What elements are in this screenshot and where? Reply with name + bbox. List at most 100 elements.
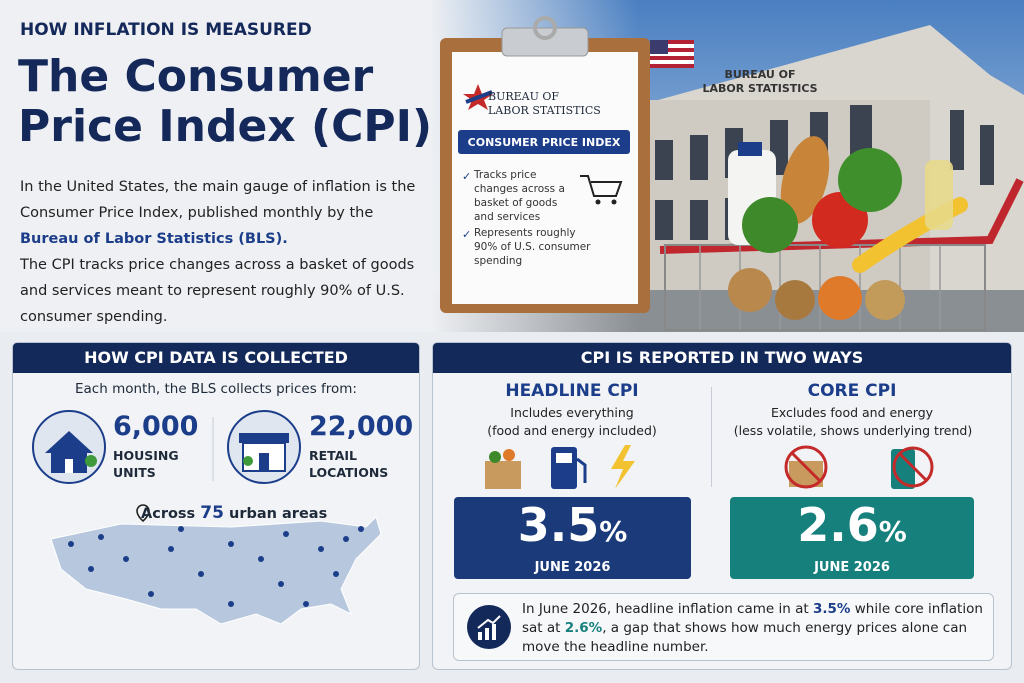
measure-desc: Excludes food and energy bbox=[770, 405, 934, 420]
value: 2.6% bbox=[730, 497, 974, 560]
stat-value: 22,000 bbox=[309, 411, 414, 442]
decor-rect bbox=[485, 461, 521, 489]
decor-path bbox=[136, 504, 150, 523]
divider bbox=[711, 387, 712, 487]
stat-label-line: RETAIL bbox=[309, 448, 358, 463]
decor-circle bbox=[595, 199, 601, 205]
summary-headline: 3.5% bbox=[812, 601, 851, 617]
decor-rect bbox=[925, 160, 953, 230]
decor-circle bbox=[85, 455, 97, 467]
decor-polygon bbox=[45, 431, 93, 453]
decor-line bbox=[897, 451, 929, 483]
value: 3.5% bbox=[454, 497, 691, 560]
cb-badge: CONSUMER PRICE INDEX bbox=[468, 136, 621, 149]
building-sign: BUREAU OF bbox=[724, 68, 795, 81]
decor-g bbox=[478, 624, 496, 640]
measure-name: HEADLINE CPI bbox=[505, 381, 639, 401]
summary-text: In June 2026, headline inflation came in… bbox=[522, 601, 809, 617]
measure-desc: Includes everything bbox=[510, 405, 634, 420]
measure-note: (food and energy included) bbox=[487, 423, 657, 438]
decor-rect bbox=[478, 632, 482, 640]
value-date: JUNE 2026 bbox=[534, 560, 611, 575]
summary-box: In June 2026, headline inflation came in… bbox=[453, 593, 994, 661]
summary-text: while core inflation sat at bbox=[522, 601, 983, 636]
stat-label-line: LOCATIONS bbox=[309, 465, 389, 480]
decor-polygon bbox=[611, 445, 635, 489]
decor-rect bbox=[501, 27, 589, 57]
cb-org: LABOR STATISTICS bbox=[488, 104, 601, 117]
stat-value: 6,000 bbox=[113, 411, 199, 442]
trend-icon bbox=[467, 605, 511, 649]
decor-ellipse bbox=[780, 136, 830, 224]
decor-circle bbox=[728, 268, 772, 312]
summary: In June 2026, headline inflation came in… bbox=[522, 600, 987, 657]
decor-circle bbox=[258, 556, 264, 562]
panel-subtitle: Each month, the BLS collects prices from… bbox=[75, 381, 357, 397]
kicker: HOW INFLATION IS MEASURED bbox=[20, 20, 312, 40]
decor-circle bbox=[168, 546, 174, 552]
decor-circle bbox=[611, 199, 617, 205]
decor-circle bbox=[775, 280, 815, 320]
cb-bullet: Tracks price changes across a basket of … bbox=[474, 169, 565, 223]
summary-text: , a gap that shows how much energy price… bbox=[522, 620, 968, 655]
decor-circle bbox=[148, 591, 154, 597]
check: ✓ bbox=[462, 228, 471, 241]
collected-graphics bbox=[32, 410, 382, 625]
cb-bullet: Represents roughly 90% of U.S. consumer … bbox=[474, 227, 591, 267]
decor-circle bbox=[865, 280, 905, 320]
decor-circle bbox=[303, 601, 309, 607]
building-sign: LABOR STATISTICS bbox=[702, 82, 817, 95]
decor-circle bbox=[278, 581, 284, 587]
value-date: JUNE 2026 bbox=[814, 560, 890, 575]
decor-rect bbox=[239, 433, 289, 443]
areas: Across 75 urban areas bbox=[141, 503, 327, 523]
collected-panel: HOW CPI DATA IS COLLECTED Each month, th… bbox=[12, 342, 420, 670]
decor-rect bbox=[65, 459, 73, 473]
decor-circle bbox=[818, 276, 862, 320]
decor-rect bbox=[556, 453, 572, 463]
title-line: Price Index (CPI) bbox=[18, 101, 433, 152]
decor-path bbox=[465, 90, 493, 104]
headline-box: 3.5% JUNE 2026 bbox=[454, 497, 691, 579]
bls-link: Bureau of Labor Statistics (BLS). bbox=[20, 231, 288, 247]
value-number: 3.5 bbox=[517, 498, 600, 552]
decor-path bbox=[477, 615, 501, 629]
decor-circle bbox=[333, 571, 339, 577]
decor-circle bbox=[88, 566, 94, 572]
decor-g bbox=[659, 136, 1024, 331]
summary-core: 2.6% bbox=[564, 620, 603, 636]
decor-rect bbox=[492, 624, 496, 640]
title: The Consumer Price Index (CPI) bbox=[18, 52, 432, 152]
decor-circle bbox=[343, 536, 349, 542]
photo: BUREAU OF LABOR STATISTICS CONSUMER PRIC… bbox=[430, 0, 1024, 332]
decor-circle bbox=[318, 546, 324, 552]
decor-circle bbox=[784, 445, 828, 489]
title-line: The Consumer bbox=[18, 51, 374, 102]
decor-circle bbox=[742, 197, 798, 253]
stat-label-line: UNITS bbox=[113, 465, 156, 480]
value-number: 2.6 bbox=[797, 498, 879, 552]
decor-path bbox=[580, 175, 623, 197]
intro: In the United States, the main gauge of … bbox=[20, 174, 420, 252]
decor-g bbox=[68, 526, 364, 607]
areas-suffix: urban areas bbox=[229, 506, 328, 522]
decor-circle bbox=[838, 148, 902, 212]
decor-circle bbox=[533, 16, 557, 40]
reported-panel: CPI IS REPORTED IN TWO WAYS HEADLINE CPI… bbox=[432, 342, 1012, 670]
decor-circle bbox=[892, 446, 934, 488]
intro-text: In the United States, the main gauge of … bbox=[20, 179, 416, 221]
decor-circle bbox=[503, 449, 515, 461]
measure-name: CORE CPI bbox=[807, 381, 897, 401]
areas-prefix: Across bbox=[141, 506, 196, 522]
decor-circle bbox=[243, 456, 253, 466]
decor-circle bbox=[123, 556, 129, 562]
areas-number: 75 bbox=[200, 503, 224, 523]
check: ✓ bbox=[462, 170, 471, 183]
decor-circle bbox=[98, 534, 104, 540]
value-unit: % bbox=[599, 515, 628, 548]
decor-line bbox=[790, 451, 822, 483]
decor-circle bbox=[228, 601, 234, 607]
decor-circle bbox=[467, 605, 511, 649]
stat-label: RETAIL LOCATIONS bbox=[309, 447, 388, 481]
measure-note: (less volatile, shows underlying trend) bbox=[733, 423, 973, 438]
